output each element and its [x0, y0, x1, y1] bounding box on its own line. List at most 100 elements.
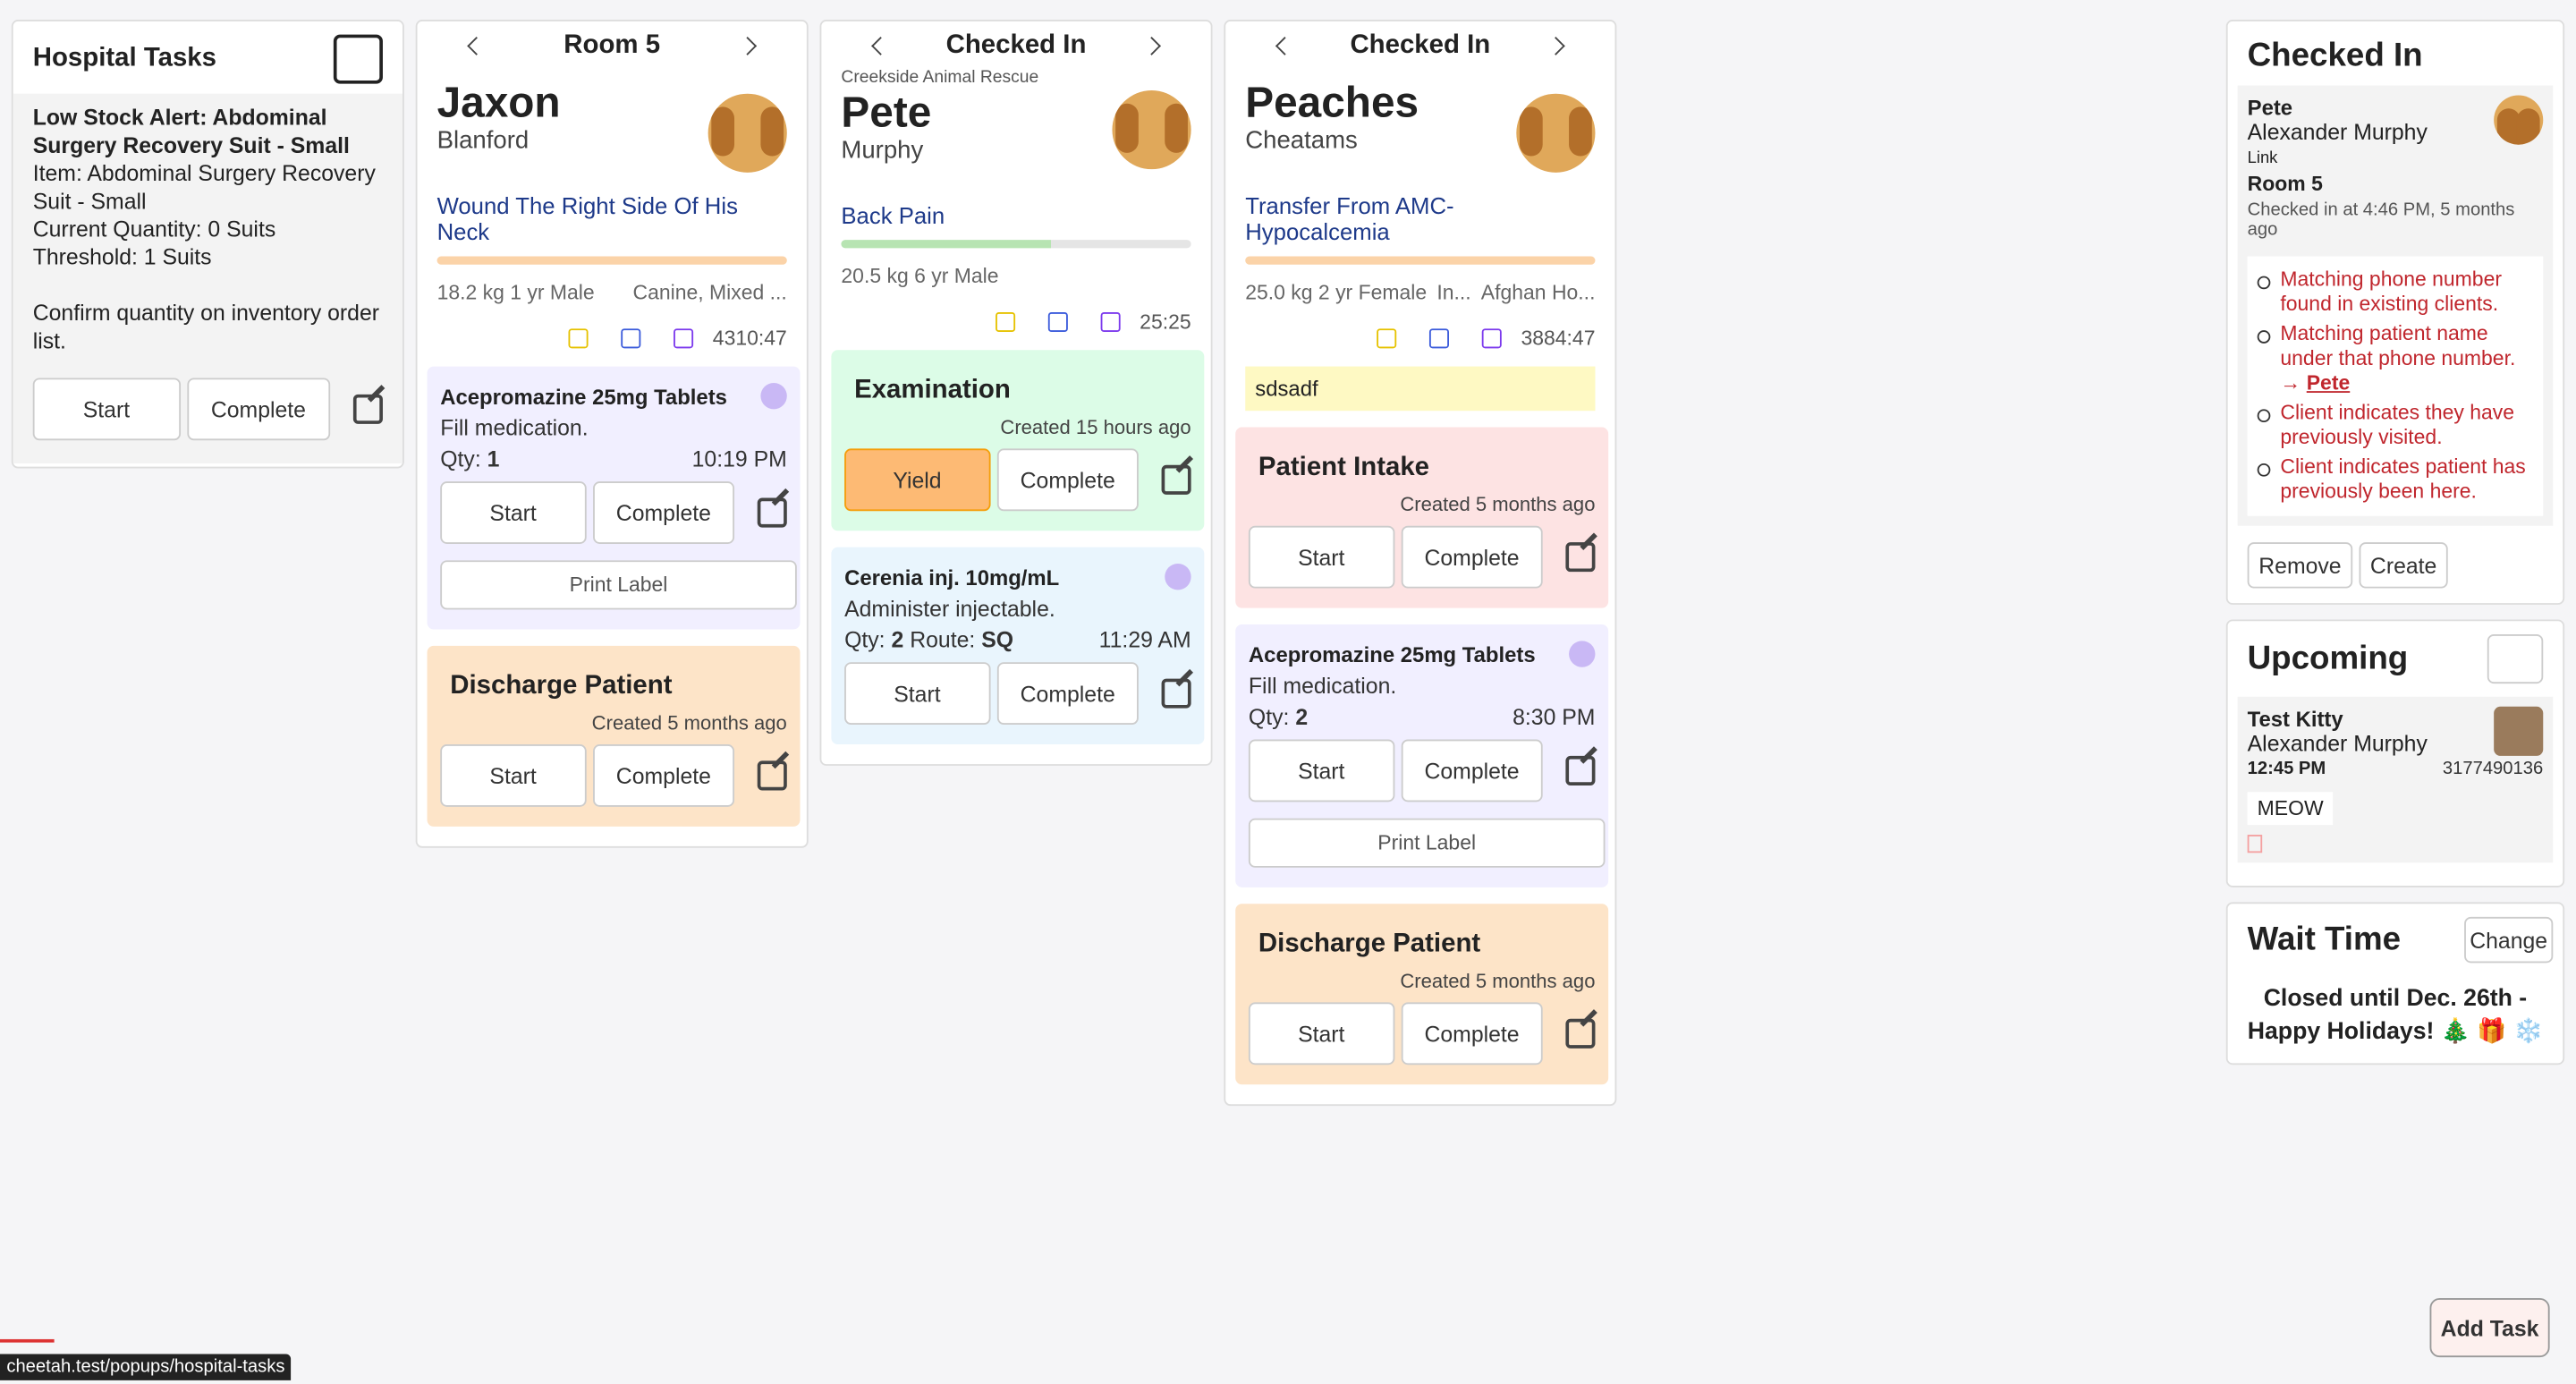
checked-at: Checked in at 4:46 PM, 5 months ago [2247, 200, 2515, 241]
column-title: Checked In [945, 30, 1087, 60]
med-title-row: Cerenia inj. 10mg/mL [844, 563, 1191, 590]
med-icon[interactable] [1165, 563, 1191, 590]
med-time: 11:29 AM [1098, 627, 1191, 653]
button-row: Start Complete [1248, 1002, 1596, 1066]
button[interactable]: Print Label [440, 560, 797, 610]
edit-icon[interactable] [758, 760, 787, 791]
edit-icon[interactable] [1565, 542, 1596, 573]
edit-icon[interactable] [1161, 678, 1191, 709]
checkin-card: Pete Alexander Murphy Link Room 5 Checked in… [2237, 85, 2554, 526]
edit-icon[interactable] [1565, 755, 1596, 785]
task-card: Examination Created 15 hours ago Yield Comp… [831, 350, 1205, 531]
appointment-time: 12:45 PM [2247, 759, 2326, 779]
tag: MEOW [2247, 792, 2334, 826]
checked-in-panel: Checked In Pete Alexander Murphy Link Room 5… [2225, 20, 2565, 605]
edit-icon[interactable] [1565, 1018, 1596, 1049]
patient-column: Checked In Creekside Animal Rescue Pete Mur… [819, 20, 1213, 766]
warning-icon [2257, 276, 2271, 290]
client-name: Alexander Murphy [2247, 731, 2428, 756]
qty-label: Qty: [844, 627, 886, 653]
tasks-icon-button[interactable] [333, 34, 383, 84]
qty-value: 2 [891, 627, 904, 653]
appointment-card: Test Kitty Alexander Murphy 12:45 PM 317749… [2237, 696, 2554, 863]
qty-row: Qty: 2 8:30 PM [1249, 705, 1596, 730]
edit-icon[interactable] [758, 497, 787, 528]
room: Room 5 [2247, 172, 2323, 196]
note: sdsadf [1245, 366, 1596, 412]
status-icon [673, 328, 693, 349]
warning-icon [2257, 463, 2271, 477]
warning-message: Client indicates patient has previously … [2280, 454, 2526, 504]
header-row: Wait Time Change [2248, 916, 2554, 964]
button[interactable]: Start [32, 378, 181, 441]
organization: Creekside Animal Rescue [841, 67, 1039, 88]
progress-bar [1245, 256, 1596, 265]
warning: Client indicates patient has previously … [2257, 454, 2534, 505]
button[interactable]: Complete [592, 744, 735, 807]
warning-text: Client indicates they have previously vi… [2280, 401, 2533, 450]
button[interactable]: Yield [844, 448, 990, 512]
button-row: Yield Complete [844, 448, 1191, 512]
prev-button[interactable] [871, 37, 890, 55]
next-button[interactable] [1546, 37, 1565, 55]
task-title: Patient Intake [1258, 453, 1430, 482]
button[interactable]: Complete [1400, 739, 1544, 802]
button[interactable]: Complete [592, 481, 735, 544]
next-button[interactable] [1142, 37, 1161, 55]
info-item: In... [1436, 281, 1471, 304]
delete-icon[interactable] [2247, 835, 2263, 853]
button-row: Start Complete [844, 662, 1191, 725]
button[interactable]: Remove [2247, 542, 2353, 589]
client-last-name: Murphy [841, 136, 924, 165]
filter-button[interactable] [2487, 633, 2544, 684]
status-icon [995, 311, 1015, 333]
prev-button[interactable] [467, 37, 487, 55]
button[interactable]: Change [2464, 916, 2554, 964]
med-title-row: Acepromazine 25mg Tablets [440, 382, 787, 410]
icon-row: 4310:47 [437, 327, 787, 350]
route-value: SQ [981, 627, 1014, 653]
button[interactable]: Start [844, 662, 990, 725]
button[interactable]: Start [1248, 1002, 1394, 1066]
link[interactable]: Link [2247, 149, 2278, 168]
button[interactable]: Start [1248, 739, 1394, 802]
med-card: Acepromazine 25mg Tablets Fill medication… [1235, 624, 1609, 887]
button[interactable]: Create [2359, 542, 2448, 589]
warning-link[interactable]: Pete [2306, 371, 2351, 395]
status-icon [568, 328, 589, 349]
button[interactable]: Complete [186, 378, 331, 441]
med-icon[interactable] [1569, 641, 1596, 667]
patient-header: Creekside Animal Rescue Pete Murphy [841, 67, 1191, 192]
info-item: 20.5 kg 6 yr Male [841, 264, 999, 288]
prev-button[interactable] [1275, 37, 1294, 55]
med-title: Acepromazine 25mg Tablets [440, 383, 727, 409]
button-row: Start Complete [440, 481, 787, 544]
column-header: Room 5 [437, 25, 787, 68]
cat-avatar [2494, 706, 2544, 756]
hospital-tasks-panel: Hospital Tasks Low Stock Alert: Abdominal… [11, 20, 404, 469]
button[interactable]: Complete [996, 448, 1140, 512]
column-header: Checked In [841, 25, 1191, 68]
avatar [2494, 95, 2544, 145]
icon-row: 25:25 [841, 310, 1191, 334]
patient-column: Checked In Peaches Cheatams Transfer From A… [1224, 20, 1617, 1107]
button[interactable]: Complete [1400, 525, 1544, 589]
complaint: Transfer From AMC-Hypocalcemia [1245, 191, 1454, 245]
qty-label: Qty: [1248, 704, 1290, 730]
add-task-button[interactable]: Add Task [2429, 1298, 2550, 1358]
button[interactable]: Complete [1400, 1002, 1544, 1066]
next-button[interactable] [738, 37, 758, 55]
client-last-name: Cheatams [1245, 126, 1358, 155]
button[interactable]: Complete [996, 662, 1140, 725]
header-row: Upcoming [2248, 633, 2544, 684]
column-header: Checked In [1245, 25, 1595, 68]
button[interactable]: Print Label [1248, 818, 1606, 868]
med-icon[interactable] [760, 382, 787, 410]
button[interactable]: Start [440, 744, 586, 807]
edit-icon[interactable] [353, 394, 383, 424]
edit-icon[interactable] [1161, 464, 1191, 495]
button[interactable]: Start [1248, 525, 1394, 589]
button[interactable]: Start [440, 481, 586, 544]
info-item: 18.2 kg 1 yr Male [436, 281, 595, 304]
task-card: Patient Intake Created 5 months ago Start C… [1235, 427, 1609, 608]
